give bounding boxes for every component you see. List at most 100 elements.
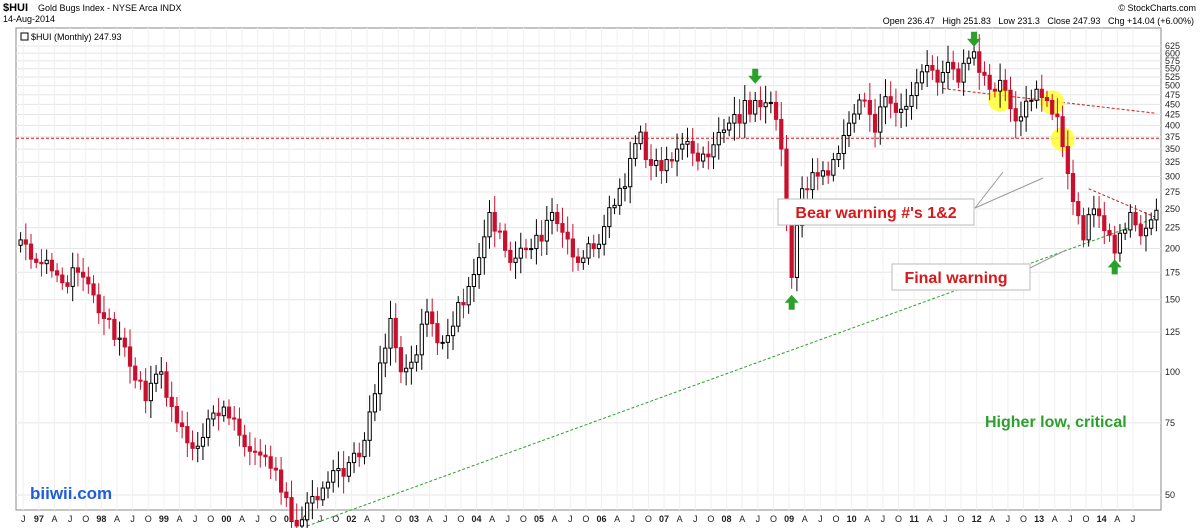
candle <box>862 92 867 108</box>
candle <box>101 295 107 336</box>
candle <box>482 219 487 275</box>
candle-body <box>487 211 492 238</box>
y-tick-label: 75 <box>1165 418 1175 428</box>
candle <box>883 79 888 125</box>
candle <box>232 406 237 431</box>
candle <box>888 81 893 119</box>
candle <box>1081 207 1086 248</box>
candle <box>325 471 331 499</box>
candle <box>195 431 200 463</box>
candle <box>872 98 878 148</box>
candle <box>377 345 383 411</box>
candle <box>727 116 732 137</box>
candle-body <box>602 226 607 245</box>
candle <box>992 82 997 98</box>
candle-body <box>86 276 91 285</box>
candle <box>701 146 706 169</box>
candle <box>1102 201 1107 245</box>
y-tick-label: 175 <box>1165 267 1180 277</box>
candle-body <box>826 170 831 176</box>
candle-body <box>529 248 534 251</box>
candle <box>1123 222 1128 241</box>
y-tick-label: 525 <box>1165 72 1180 82</box>
candle <box>1133 205 1138 232</box>
candle <box>476 242 482 289</box>
candle <box>305 492 310 528</box>
x-tick-label: O <box>520 514 527 524</box>
candle <box>503 223 508 258</box>
candle <box>492 196 497 248</box>
candle <box>341 451 346 494</box>
chart-symbol: $HUI <box>3 2 28 14</box>
candle <box>575 248 581 271</box>
candle-body <box>383 347 388 364</box>
x-tick-label: A <box>177 514 183 524</box>
candle-body <box>1003 79 1008 91</box>
candle-body <box>951 61 956 70</box>
candle-body <box>65 282 70 287</box>
candle-body <box>1128 211 1133 231</box>
candle-body <box>914 82 919 97</box>
candle <box>65 275 70 294</box>
candle <box>445 318 450 359</box>
candle <box>91 275 96 304</box>
candle-body <box>575 256 581 263</box>
x-tick-label: O <box>145 514 152 524</box>
candle <box>878 93 883 145</box>
y-tick-label: 550 <box>1165 64 1180 74</box>
candle-body <box>753 99 758 115</box>
y-tick-label: 475 <box>1165 90 1180 100</box>
candle <box>747 91 753 123</box>
candle <box>107 308 112 329</box>
source-credit: © StockCharts.com <box>1118 3 1196 13</box>
candle <box>315 487 320 509</box>
x-tick-label: 12 <box>972 514 982 524</box>
candle-body <box>206 418 211 438</box>
candle-body <box>159 371 164 375</box>
candle-body <box>586 243 591 259</box>
y-tick-label: 50 <box>1165 490 1175 500</box>
candle <box>70 252 75 302</box>
candle-body <box>404 367 409 373</box>
x-tick-label: J <box>756 514 761 524</box>
chart-title: Gold Bugs Index - NYSE Arca INDX <box>38 3 182 13</box>
candle-body <box>190 442 195 449</box>
candle-body <box>925 65 930 73</box>
candle-body <box>810 172 815 191</box>
y-tick-label: 200 <box>1165 244 1180 254</box>
candle <box>200 423 206 461</box>
y-tick-label: 450 <box>1165 99 1180 109</box>
candle <box>258 439 263 468</box>
candle-body <box>195 445 200 449</box>
candle-body <box>628 157 633 188</box>
arrow-markers <box>748 31 1122 310</box>
candle <box>1024 85 1029 132</box>
candle-body <box>1091 208 1096 216</box>
y-tick-label: 425 <box>1165 110 1180 120</box>
candle <box>54 263 60 283</box>
candle-body <box>617 187 622 206</box>
arrow-down-icon <box>748 68 763 84</box>
candle <box>28 233 34 269</box>
candle-body <box>581 257 586 263</box>
candle-body <box>539 234 544 242</box>
candle <box>898 93 904 128</box>
candle-body <box>164 371 169 398</box>
candle-body <box>320 487 325 501</box>
candle <box>1091 195 1096 228</box>
candle-body <box>904 105 909 110</box>
candle-body <box>711 144 716 158</box>
candle-body <box>273 467 279 471</box>
candle <box>586 236 591 265</box>
candle-body <box>1149 219 1154 229</box>
candle-body <box>706 153 711 158</box>
candle <box>935 56 940 96</box>
candle-body <box>325 481 331 489</box>
x-tick-label: O <box>332 514 339 524</box>
x-tick-label: J <box>193 514 198 524</box>
candle <box>1107 223 1112 242</box>
candle-body <box>846 122 852 136</box>
candle <box>951 50 956 81</box>
candle <box>971 43 977 66</box>
candle <box>904 88 909 127</box>
